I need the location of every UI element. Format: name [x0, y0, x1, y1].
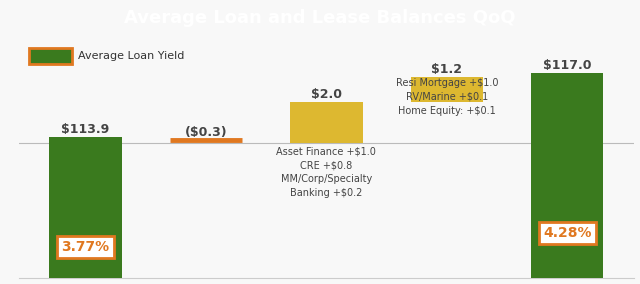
Text: ($0.3): ($0.3): [184, 126, 227, 139]
Text: $113.9: $113.9: [61, 123, 109, 136]
Text: $117.0: $117.0: [543, 59, 591, 72]
Text: Average Loan Yield: Average Loan Yield: [78, 51, 184, 61]
Text: Asset Finance +$1.0
CRE +$0.8
MM/Corp/Specialty
Banking +$0.2: Asset Finance +$1.0 CRE +$0.8 MM/Corp/Sp…: [276, 146, 376, 198]
Bar: [49, 137, 122, 278]
Text: Resi Mortgage +$1.0
RV/Marine +$0.1
Home Equity: +$0.1: Resi Mortgage +$1.0 RV/Marine +$0.1 Home…: [396, 78, 498, 116]
Bar: [291, 102, 362, 143]
Text: 3.77%: 3.77%: [61, 240, 109, 254]
Text: Average Loan and Lease Balances QoQ: Average Loan and Lease Balances QoQ: [124, 9, 516, 28]
Text: 4.28%: 4.28%: [543, 226, 591, 240]
Text: $1.2: $1.2: [431, 63, 462, 76]
Bar: [531, 73, 604, 278]
Bar: [411, 78, 483, 102]
FancyBboxPatch shape: [29, 48, 72, 64]
Text: $2.0: $2.0: [311, 88, 342, 101]
